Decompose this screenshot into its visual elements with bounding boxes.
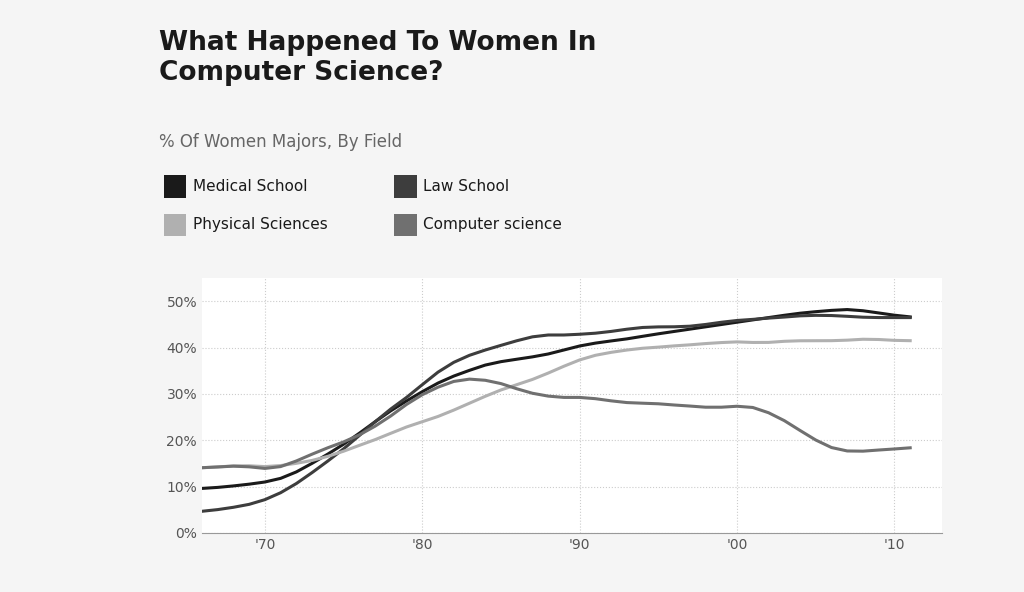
Text: What Happened To Women In
Computer Science?: What Happened To Women In Computer Scien… — [159, 30, 596, 86]
Text: Physical Sciences: Physical Sciences — [193, 217, 328, 233]
Text: Medical School: Medical School — [193, 179, 307, 194]
Text: Law School: Law School — [423, 179, 509, 194]
Text: % Of Women Majors, By Field: % Of Women Majors, By Field — [159, 133, 401, 151]
Text: Computer science: Computer science — [423, 217, 562, 233]
